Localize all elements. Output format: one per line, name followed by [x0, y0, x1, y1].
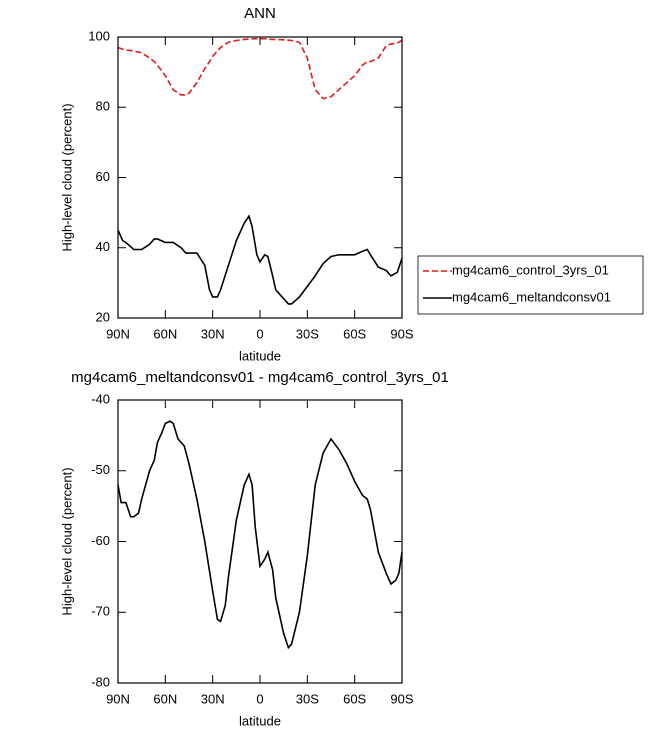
- y-axis-label: High-level cloud (percent): [59, 103, 74, 251]
- y-tick-label: 40: [96, 239, 110, 254]
- plot-frame: [117, 36, 403, 319]
- x-tick-label: 60N: [153, 691, 177, 706]
- legend-label: mg4cam6_control_3yrs_01: [452, 262, 609, 277]
- data-line: [117, 420, 403, 650]
- y-tick-label: 80: [96, 99, 110, 114]
- x-tick-label: 60N: [153, 326, 177, 341]
- x-tick-label: 0: [256, 691, 263, 706]
- plot-frame: [117, 399, 403, 684]
- x-tick-label: 60S: [343, 326, 366, 341]
- x-tick-label: 30S: [296, 691, 319, 706]
- y-tick-label: -70: [91, 604, 110, 619]
- y-tick-label: -60: [91, 533, 110, 548]
- x-axis-label: latitude: [239, 713, 281, 728]
- legend-box: [417, 255, 644, 315]
- x-tick-label: 90N: [106, 326, 130, 341]
- data-line: [117, 214, 403, 305]
- legend-label: mg4cam6_meltandconsv01: [452, 289, 611, 304]
- x-tick-label: 90N: [106, 691, 130, 706]
- x-tick-label: 0: [256, 326, 263, 341]
- y-tick-label: 100: [88, 28, 110, 43]
- y-tick-label: 60: [96, 169, 110, 184]
- x-tick-label: 60S: [343, 691, 366, 706]
- y-axis-label: High-level cloud (percent): [59, 467, 74, 615]
- data-line: [117, 37, 403, 100]
- x-tick-label: 30S: [296, 326, 319, 341]
- x-axis-label: latitude: [239, 348, 281, 363]
- y-tick-label: 20: [96, 309, 110, 324]
- x-tick-label: 90S: [390, 326, 413, 341]
- chart-title: ANN: [244, 5, 276, 22]
- y-tick-label: -40: [91, 391, 110, 406]
- y-tick-label: -50: [91, 462, 110, 477]
- y-tick-label: -80: [91, 674, 110, 689]
- x-tick-label: 90S: [390, 691, 413, 706]
- x-tick-label: 30N: [201, 691, 225, 706]
- x-tick-label: 30N: [201, 326, 225, 341]
- chart-title: mg4cam6_meltandconsv01 - mg4cam6_control…: [71, 369, 449, 386]
